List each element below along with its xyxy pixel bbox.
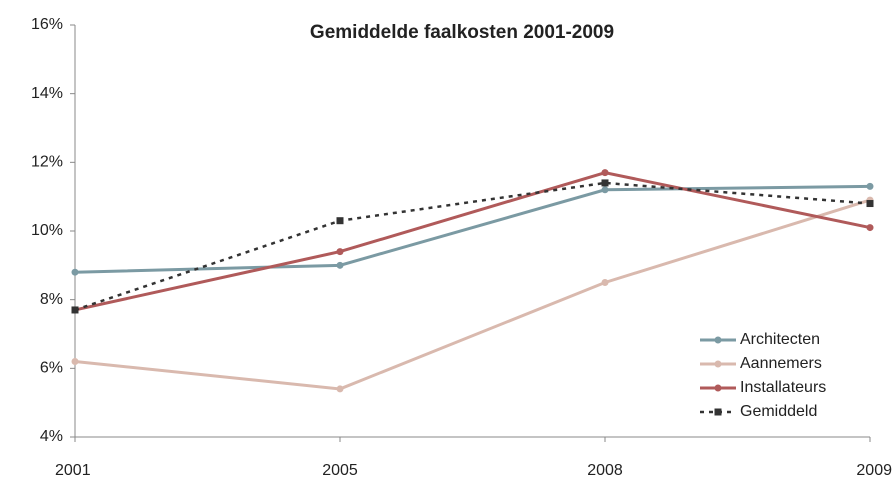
data-point [336,385,344,393]
y-tick-label: 12% [31,154,63,171]
data-point [601,179,609,187]
legend-marker [714,408,722,416]
y-tick-label: 4% [40,428,63,445]
x-tick-label: 2001 [55,462,91,479]
data-point [336,248,344,256]
chart-title: Gemiddelde faalkosten 2001-2009 [310,22,614,43]
legend-label: Aannemers [740,355,822,372]
y-tick-label: 6% [40,360,63,377]
y-tick-label: 10% [31,222,63,239]
legend-label: Installateurs [740,379,826,396]
data-point [71,268,79,276]
legend-label: Gemiddeld [740,403,817,420]
legend-label: Architecten [740,331,820,348]
data-point [71,357,79,365]
data-point [866,224,874,232]
data-point [336,217,344,225]
series-line [74,171,871,312]
x-tick-label: 2009 [856,462,892,479]
y-tick-label: 16% [31,16,63,33]
data-point [601,169,609,177]
data-point [866,200,874,208]
data-point [601,186,609,194]
data-point [336,261,344,269]
legend-marker [714,360,722,368]
x-tick-label: 2005 [322,462,358,479]
series-line [74,184,871,274]
x-tick-label: 2008 [587,462,623,479]
y-tick-label: 8% [40,291,63,308]
y-tick-label: 14% [31,85,63,102]
data-point [601,279,609,286]
data-point [71,306,79,314]
series-line [74,198,871,391]
data-point [866,182,874,190]
legend-marker [714,336,722,344]
legend-marker [714,384,722,392]
